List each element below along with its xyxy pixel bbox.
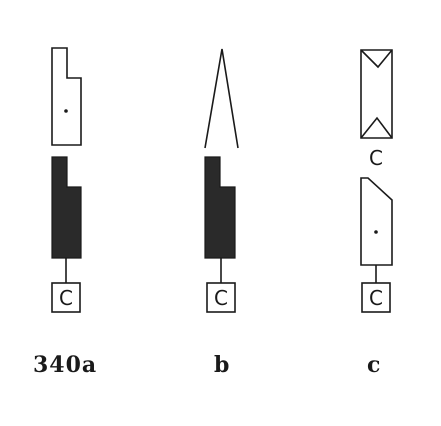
figure-c-lower-outline <box>360 177 393 266</box>
caption-b: b <box>214 352 231 378</box>
figure-c-top-outline <box>360 49 393 139</box>
figure-a-solid-shape <box>51 156 82 259</box>
figure-a-box-letter: C <box>59 286 73 310</box>
figure-c-center-dot <box>374 230 378 234</box>
figure-c-box-letter: C <box>369 286 383 310</box>
caption-c: c <box>367 352 382 378</box>
figure-c-bottom-bowtie <box>360 116 393 139</box>
figure-c-top-bowtie <box>360 49 393 69</box>
figure-a-center-dot <box>64 109 68 113</box>
figure-b-spike-outline <box>204 48 239 149</box>
figure-b-solid-shape <box>204 156 236 259</box>
figure-c: C C <box>360 49 393 313</box>
figure-a: C <box>51 47 82 313</box>
figure-a-box <box>51 282 81 313</box>
figure-c-middle-letter: C <box>369 146 383 170</box>
figure-b: C <box>204 48 239 313</box>
figure-a-outline-shape <box>51 47 82 146</box>
caption-a: 340a <box>33 352 98 378</box>
figure-b-box <box>206 282 236 313</box>
figure-b-box-letter: C <box>214 286 228 310</box>
figure-c-box <box>361 282 391 313</box>
